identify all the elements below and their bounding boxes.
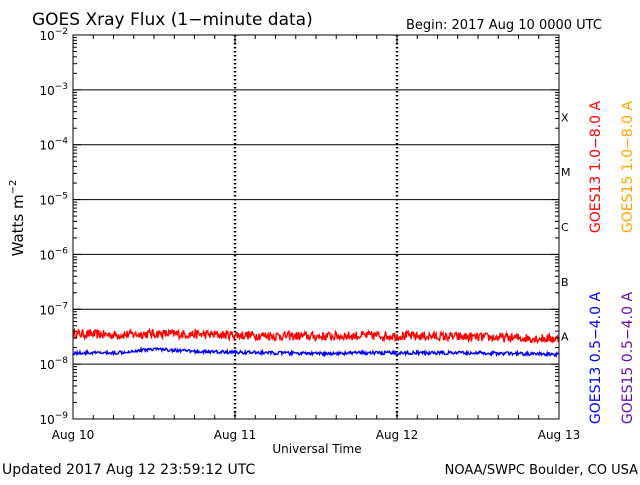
- x-axis-label: Universal Time: [272, 442, 361, 456]
- flare-class-label: M: [561, 166, 571, 179]
- y-tick-base: 10: [39, 29, 54, 43]
- y-tick-label: 10−5: [39, 192, 68, 208]
- y-tick-base: 10: [39, 248, 54, 262]
- chart-title: GOES Xray Flux (1−minute data): [32, 10, 313, 30]
- flare-class-label: C: [561, 221, 569, 234]
- y-axis-label-exponent: −2: [8, 180, 19, 195]
- y-tick-base: 10: [39, 194, 54, 208]
- y-tick-base: 10: [39, 303, 54, 317]
- footer-source: NOAA/SWPC Boulder, CO USA: [445, 463, 638, 478]
- y-axis-label-text: Watts m: [9, 194, 27, 256]
- y-tick-label: 10−8: [39, 356, 68, 372]
- y-tick-label: 10−6: [39, 246, 68, 262]
- begin-label: Begin: 2017 Aug 10 0000 UTC: [406, 18, 602, 33]
- legend-entry: GOES15 0.5−4.0 A: [620, 292, 636, 425]
- y-tick-exponent: −4: [55, 137, 69, 147]
- y-tick-base: 10: [39, 84, 54, 98]
- y-tick-label: 10−3: [39, 82, 68, 98]
- y-tick-label: 10−7: [39, 301, 68, 317]
- y-tick-label: 10−9: [39, 411, 68, 427]
- series-line-goes13-long: [72, 327, 560, 345]
- y-tick-exponent: −2: [55, 27, 68, 37]
- series-line-goes13-short: [72, 345, 560, 358]
- footer-updated: Updated 2017 Aug 12 23:59:12 UTC: [2, 462, 255, 478]
- x-tick-label: Aug 11: [214, 428, 257, 442]
- legend-entry: GOES13 0.5−4.0 A: [588, 292, 604, 425]
- y-tick-label: 10−2: [39, 27, 68, 43]
- y-tick-exponent: −3: [55, 82, 68, 92]
- y-axis-label: Watts m−2: [8, 180, 27, 257]
- y-tick-exponent: −9: [55, 411, 69, 421]
- y-tick-exponent: −8: [55, 356, 69, 366]
- legend-entry: GOES15 1.0−8.0 A: [620, 101, 636, 234]
- y-tick-exponent: −5: [55, 192, 68, 202]
- y-tick-base: 10: [39, 139, 54, 153]
- y-tick-base: 10: [39, 358, 54, 372]
- x-tick-label: Aug 10: [52, 428, 95, 442]
- y-tick-exponent: −6: [55, 246, 69, 256]
- flare-class-label: A: [561, 331, 569, 344]
- flare-class-label: X: [561, 111, 569, 124]
- flare-class-label: B: [561, 276, 569, 289]
- y-axis-label-group: Watts m−2: [8, 180, 27, 257]
- y-tick-label: 10−4: [39, 137, 68, 153]
- y-tick-base: 10: [39, 413, 54, 427]
- legend-entry: GOES13 1.0−8.0 A: [588, 101, 604, 234]
- x-tick-label: Aug 13: [538, 428, 581, 442]
- x-tick-label: Aug 12: [376, 428, 419, 442]
- y-tick-exponent: −7: [55, 301, 68, 311]
